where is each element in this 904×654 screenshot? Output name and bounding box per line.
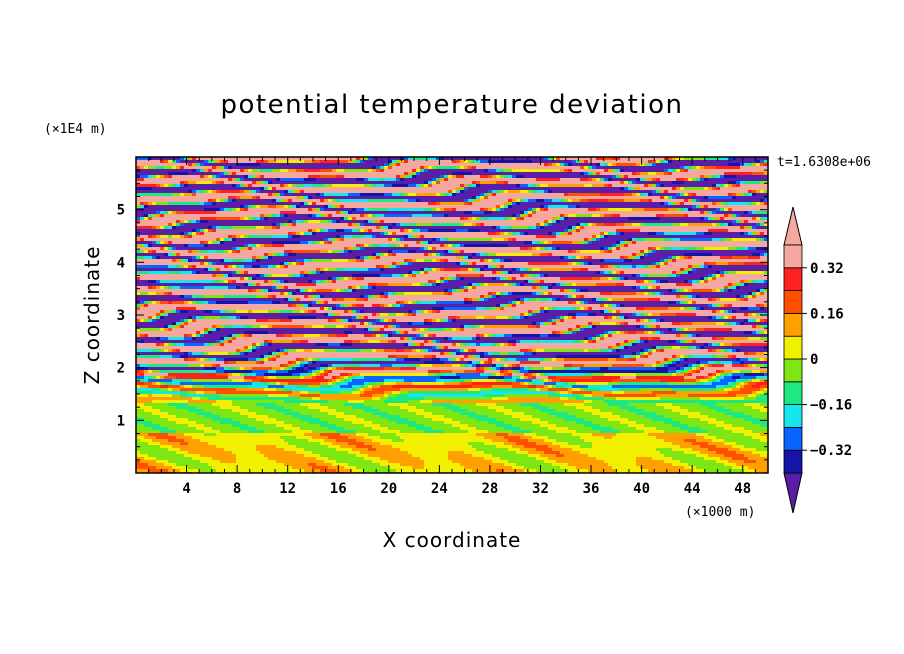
colorbar-bin <box>783 244 803 269</box>
y-tick-label: 3 <box>117 308 125 324</box>
x-axis-label: X coordinate <box>383 528 522 552</box>
colorbar: 0.32 0.16 0 −0.16 −0.32 <box>783 206 852 514</box>
colorbar-bin <box>783 290 803 314</box>
chart-title: potential temperature deviation <box>221 90 684 120</box>
x-tick-label: 40 <box>633 481 650 497</box>
colorbar-bin <box>783 335 803 360</box>
colorbar-bin <box>783 404 803 428</box>
y-unit-label: (×1E4 m) <box>44 122 107 137</box>
y-tick-label: 1 <box>117 413 125 429</box>
x-unit-label: (×1000 m) <box>685 505 755 520</box>
y-axis: 1 2 3 4 5 <box>117 169 768 461</box>
colorbar-bin <box>783 358 803 383</box>
x-axis: 4 8 12 16 20 24 28 32 36 40 44 48 <box>148 157 756 497</box>
x-tick-label: 16 <box>330 481 347 497</box>
x-tick-label: 12 <box>279 481 296 497</box>
colorbar-bin <box>783 381 803 405</box>
x-tick-label: 20 <box>380 481 397 497</box>
x-tick-label: 36 <box>583 481 600 497</box>
time-label: t=1.6308e+06 <box>777 155 871 170</box>
colorbar-bin <box>783 426 803 451</box>
y-tick-label: 2 <box>117 361 125 377</box>
colorbar-bin <box>783 312 803 337</box>
colorbar-tick-label: 0.32 <box>810 261 844 277</box>
x-tick-label: 4 <box>182 481 190 497</box>
plot-area <box>136 157 768 473</box>
colorbar-extend-high <box>783 206 803 246</box>
x-tick-label: 24 <box>431 481 448 497</box>
colorbar-tick-label: 0.16 <box>810 306 844 322</box>
y-tick-label: 4 <box>117 255 125 271</box>
y-axis-label: Z coordinate <box>80 246 104 385</box>
colorbar-bin <box>783 267 803 291</box>
y-tick-label: 5 <box>117 203 125 219</box>
colorbar-extend-low <box>783 472 803 514</box>
colorbar-tick-label: −0.16 <box>810 398 852 414</box>
colorbar-bin <box>783 449 803 474</box>
colorbar-tick-label: −0.32 <box>810 443 852 459</box>
x-tick-label: 32 <box>532 481 549 497</box>
x-tick-label: 28 <box>481 481 498 497</box>
x-tick-label: 44 <box>684 481 701 497</box>
x-tick-label: 48 <box>734 481 751 497</box>
x-tick-label: 8 <box>233 481 241 497</box>
colorbar-tick-label: 0 <box>810 352 818 368</box>
